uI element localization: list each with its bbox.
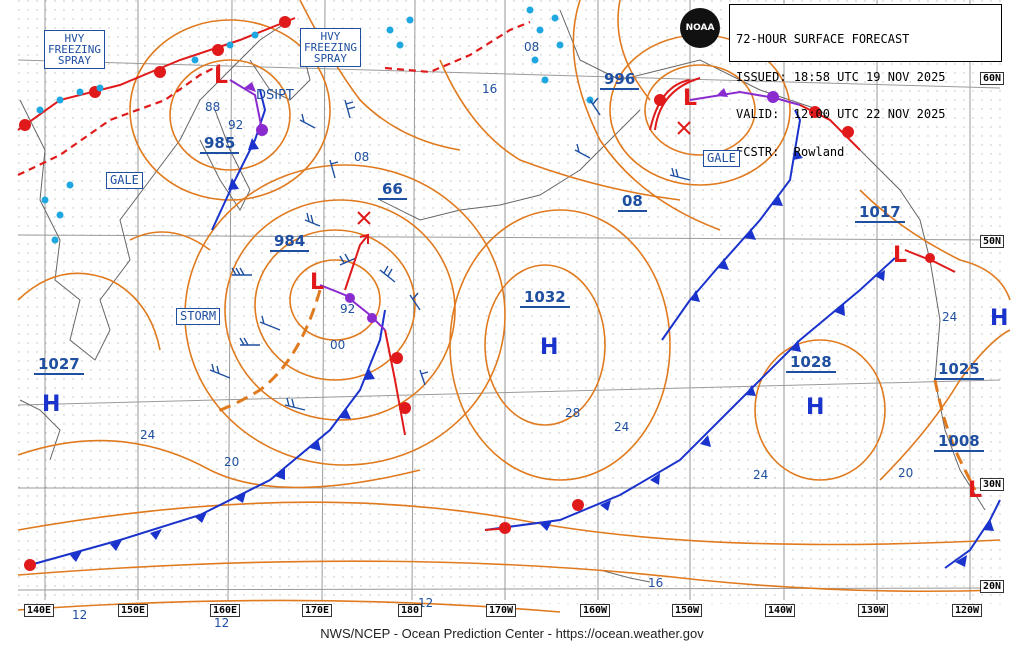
longitude-label: 140E	[24, 604, 55, 617]
isobar-label: 24	[140, 428, 156, 442]
header-valid: VALID: 12:00 UTC 22 NOV 2025	[736, 107, 946, 121]
longitude-label: 130W	[858, 604, 889, 617]
pressure-1028: 1028	[786, 353, 836, 373]
low-center-kamchatka: L	[214, 64, 229, 89]
isobar-label: 16	[482, 82, 498, 96]
warning-gale-alaska: GALE	[703, 150, 740, 167]
isobar-label: 12	[214, 616, 230, 630]
center-markers	[344, 77, 701, 291]
pressure-1032: 1032	[520, 288, 570, 308]
header-issued: ISSUED: 18:58 UTC 19 NOV 2025	[736, 69, 946, 84]
pressure-985: 985	[200, 134, 240, 154]
isobar-label: 28	[565, 406, 581, 420]
isobars	[17, 0, 1011, 613]
high-center-far-east: H	[990, 306, 1009, 331]
isobar-label: 24	[942, 310, 958, 324]
warning-gale-west: GALE	[106, 172, 143, 189]
wind-barbs	[209, 97, 691, 411]
low-center-bc: L	[893, 243, 908, 268]
pressure-984: 984	[270, 232, 310, 252]
isobar-label: 24	[753, 468, 769, 482]
isobar-label: 00	[330, 338, 346, 352]
pressure-1027: 1027	[34, 355, 84, 375]
header-forecaster: FCSTR: Rowland	[736, 144, 845, 159]
pressure-66: 66	[378, 180, 407, 200]
high-center-central: H	[540, 335, 559, 360]
isobar-label: 24	[614, 420, 630, 434]
credit-line: NWS/NCEP - Ocean Prediction Center - htt…	[320, 626, 704, 641]
longitude-label: 180	[398, 604, 423, 617]
warning-storm: STORM	[176, 308, 221, 325]
cold-front-pips	[70, 138, 994, 567]
isobar-label: 08	[524, 40, 540, 54]
low-center-alaska: L	[683, 86, 698, 111]
isobar-label: 12	[72, 608, 88, 622]
latitude-label: 20N	[979, 580, 1004, 593]
pressure-996: 996	[600, 70, 640, 90]
isobar-label: 16	[648, 576, 664, 590]
longitude-label: 150E	[118, 604, 149, 617]
latitude-label: 30N	[979, 478, 1004, 491]
low-center-storm: L	[310, 270, 325, 295]
latitude-label: 60N	[979, 72, 1004, 85]
longitude-label: 160W	[580, 604, 611, 617]
longitude-label: 170E	[302, 604, 333, 617]
dotted-background	[18, 0, 1008, 604]
isobar-label: 88	[205, 100, 221, 114]
isobar-label: 20	[224, 455, 240, 469]
dissipating-label: DSIPT	[256, 88, 294, 103]
pressure-1008: 1008	[934, 432, 984, 452]
cold-fronts	[29, 89, 1001, 569]
troughs	[214, 289, 977, 491]
freezing-spray-boundaries	[17, 20, 531, 176]
longitude-label: 160E	[210, 604, 241, 617]
isobar-label: 08	[354, 150, 370, 164]
longitude-label: 170W	[486, 604, 517, 617]
header-title: 72-HOUR SURFACE FORECAST	[736, 32, 910, 46]
latitude-label: 50N	[979, 235, 1004, 248]
warning-freezing-spray-west: HVY FREEZING SPRAY	[44, 30, 105, 69]
longitude-label: 120W	[952, 604, 983, 617]
isobar-label: 92	[228, 118, 244, 132]
occluded-fronts	[229, 79, 801, 331]
high-center-east: H	[806, 395, 825, 420]
longitude-label: 150W	[672, 604, 703, 617]
forecast-header: 72-HOUR SURFACE FORECAST ISSUED: 18:58 U…	[729, 4, 1002, 158]
warning-freezing-spray-central: HVY FREEZING SPRAY	[300, 28, 361, 67]
occluded-symbols	[244, 82, 779, 323]
pressure-08: 08	[618, 192, 647, 212]
isobar-label: 20	[898, 466, 914, 480]
warm-front-bumps	[19, 16, 935, 571]
longitude-label: 140W	[765, 604, 796, 617]
noaa-logo: NOAA	[680, 8, 720, 48]
pressure-1017: 1017	[855, 203, 905, 223]
isobar-label: 92	[340, 302, 356, 316]
high-center-west: H	[42, 392, 61, 417]
low-center-baja: L	[968, 478, 983, 503]
pressure-1025: 1025	[934, 360, 984, 380]
